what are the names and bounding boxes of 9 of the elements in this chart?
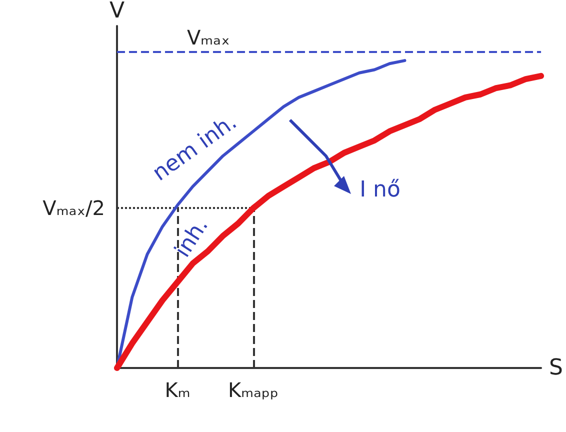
ref-line-label: Vₘₐₓ/2 bbox=[42, 196, 105, 220]
annotation: inh. bbox=[170, 214, 214, 262]
x-tick-label: Kₘ bbox=[164, 378, 190, 402]
ref-line-label: Vₘₐₓ bbox=[187, 25, 230, 50]
x-axis-title: S bbox=[549, 356, 564, 380]
annotation: nem inh. bbox=[148, 110, 242, 186]
x-tick-label: Kₘₐₚₚ bbox=[228, 378, 279, 402]
annotation: I nő bbox=[360, 178, 400, 202]
y-axis-title: V bbox=[109, 0, 125, 24]
